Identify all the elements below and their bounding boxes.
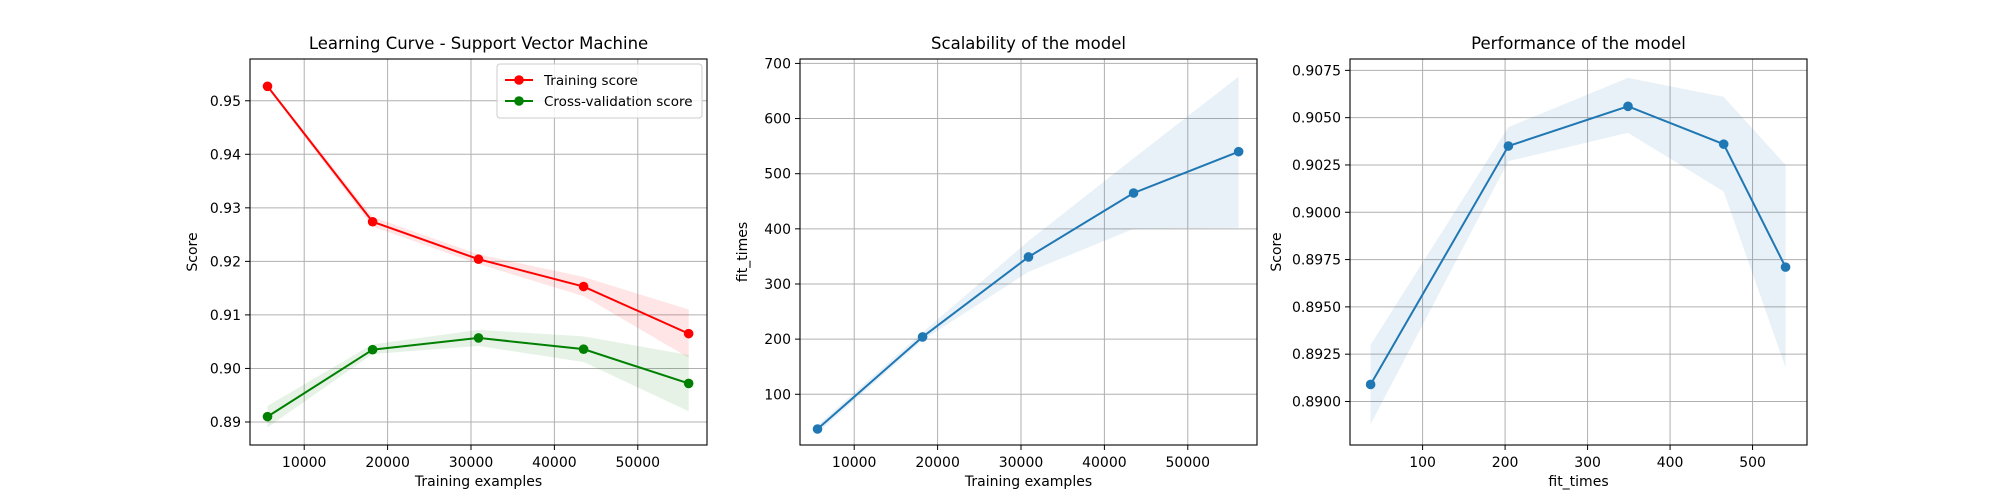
x-tick-label: 10000 (832, 455, 877, 471)
data-point (1128, 188, 1139, 198)
x-tick-label: 30000 (449, 455, 494, 471)
x-tick-label: 50000 (1166, 455, 1211, 471)
x-tick-label: 400 (1657, 455, 1684, 471)
data-point (1623, 101, 1633, 112)
y-tick-label: 0.89 (210, 415, 241, 431)
data-point (367, 216, 378, 227)
x-tick-label: 20000 (365, 455, 410, 471)
y-tick-label: 200 (764, 332, 791, 348)
x-tick-label: 40000 (1082, 455, 1127, 471)
x-tick-label: 100 (1409, 455, 1436, 471)
legend: Training score Cross-validation score (496, 63, 703, 119)
y-axis-label: fit_times (735, 222, 751, 282)
data-point (578, 281, 589, 292)
y-tick-label: 0.90 (210, 361, 241, 377)
x-tick-label: 20000 (915, 455, 960, 471)
y-tick-label: 500 (764, 167, 791, 183)
y-tick-label: 600 (764, 112, 791, 128)
x-axis-label: fit_times (1548, 474, 1608, 490)
legend-label: Training score (543, 73, 638, 89)
data-point (1503, 141, 1514, 151)
chart-title: Performance of the model (1471, 34, 1686, 53)
y-tick-label: 300 (764, 277, 791, 293)
chart-panel-1: 10000 20000 30000 40000 50000 0.89 0.90 0.91 0.9… (185, 34, 708, 490)
data-point (367, 344, 378, 355)
data-point (1233, 146, 1244, 157)
x-tick-label: 10000 (282, 455, 327, 471)
x-tick-label: 30000 (999, 455, 1044, 471)
y-tick-label: 0.8925 (1292, 347, 1341, 363)
chart-panel-3: 100 200 300 400 500 0.8900 0.8925 0.8950 0.8975 0… (1269, 34, 1808, 490)
confidence-band (1370, 77, 1786, 425)
data-point (1780, 262, 1791, 272)
x-axis-label: Training examples (414, 474, 542, 490)
y-tick-label: 0.91 (210, 308, 241, 324)
y-axis-label: Score (185, 232, 201, 271)
data-point (1365, 379, 1376, 390)
x-tick-label: 500 (1739, 455, 1766, 471)
y-tick-label: 0.8975 (1292, 253, 1341, 269)
y-tick-label: 100 (764, 387, 791, 403)
confidence-band (267, 329, 689, 428)
y-tick-label: 0.93 (210, 201, 241, 217)
y-tick-label: 0.9050 (1292, 111, 1341, 127)
y-tick-label: 0.94 (210, 147, 241, 163)
y-tick-label: 700 (764, 56, 791, 72)
legend-marker (514, 75, 524, 85)
data-point (262, 411, 273, 422)
axes-frame (1349, 58, 1808, 446)
data-point (1023, 252, 1034, 262)
legend-label: Cross-validation score (544, 94, 693, 110)
y-tick-label: 0.92 (210, 254, 241, 270)
data-point (473, 333, 484, 343)
y-tick-label: 0.8950 (1292, 300, 1341, 316)
y-tick-label: 0.9000 (1292, 205, 1341, 221)
y-tick-label: 0.8900 (1292, 394, 1341, 410)
x-axis-label: Training examples (964, 474, 1092, 490)
y-tick-label: 0.95 (210, 94, 241, 110)
data-point (812, 424, 823, 434)
y-tick-label: 0.9075 (1292, 63, 1341, 79)
data-point (683, 328, 694, 339)
axes-frame (799, 58, 1258, 446)
x-tick-label: 200 (1492, 455, 1519, 471)
axes-frame (249, 58, 708, 446)
chart-title: Learning Curve - Support Vector Machine (309, 34, 648, 53)
x-tick-label: 40000 (532, 455, 577, 471)
y-axis-label: Score (1269, 232, 1285, 271)
confidence-band (267, 84, 689, 358)
data-point (917, 332, 928, 342)
chart-panel-2: 10000 20000 30000 40000 50000 100 200 300 400 500… (735, 34, 1258, 490)
legend-box (496, 63, 703, 119)
chart-title: Scalability of the model (931, 34, 1126, 53)
data-point (683, 378, 694, 389)
legend-marker (514, 96, 524, 106)
data-point (578, 344, 589, 354)
data-point (1718, 139, 1729, 149)
y-tick-label: 0.9025 (1292, 158, 1341, 174)
data-point (262, 81, 273, 92)
x-tick-label: 300 (1574, 455, 1601, 471)
data-point (473, 254, 484, 265)
x-tick-label: 50000 (616, 455, 661, 471)
y-tick-label: 400 (764, 222, 791, 238)
